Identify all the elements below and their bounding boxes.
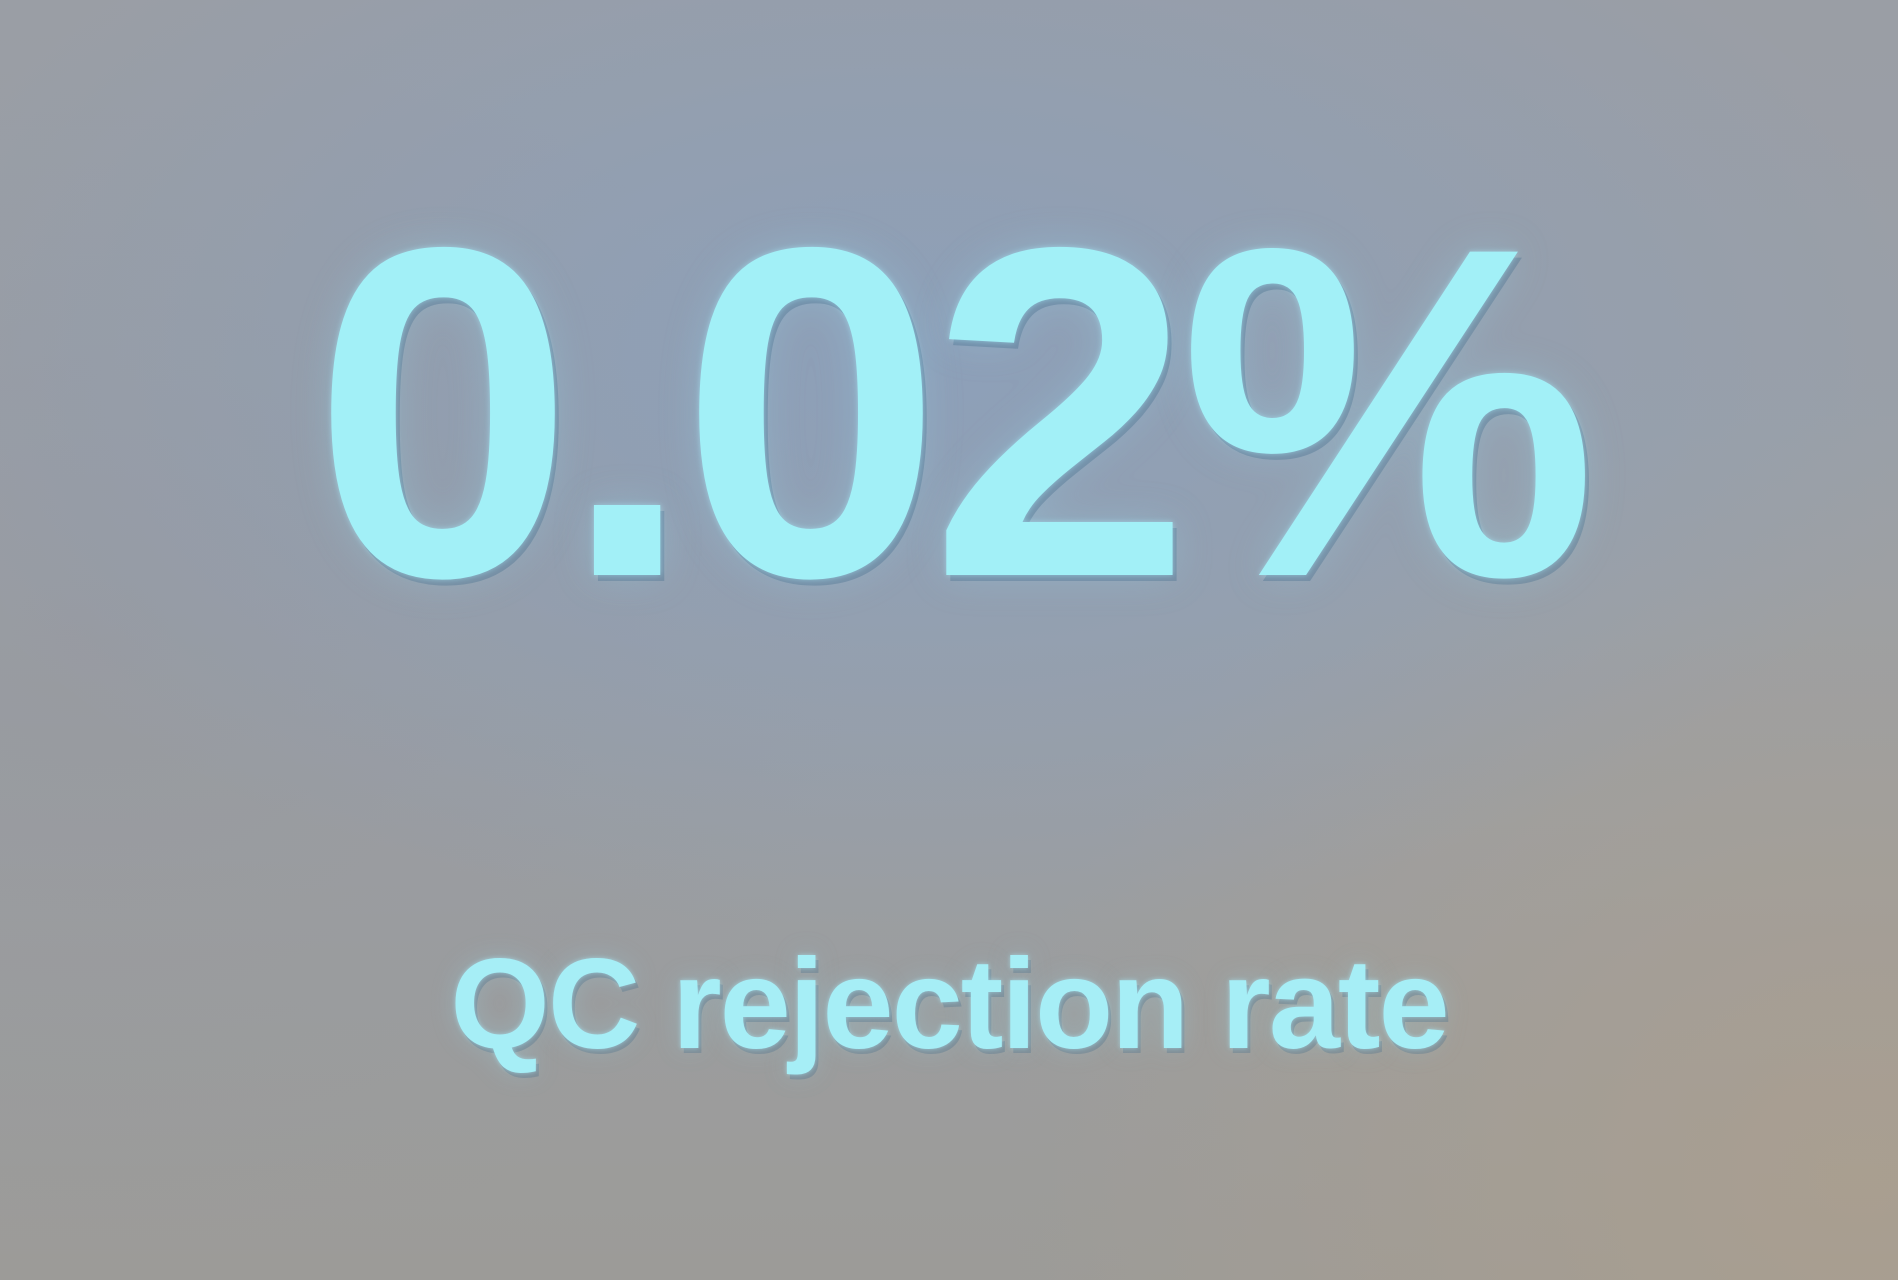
stat-value: 0.02% bbox=[312, 150, 1598, 675]
stat-label: QC rejection rate bbox=[450, 933, 1449, 1076]
